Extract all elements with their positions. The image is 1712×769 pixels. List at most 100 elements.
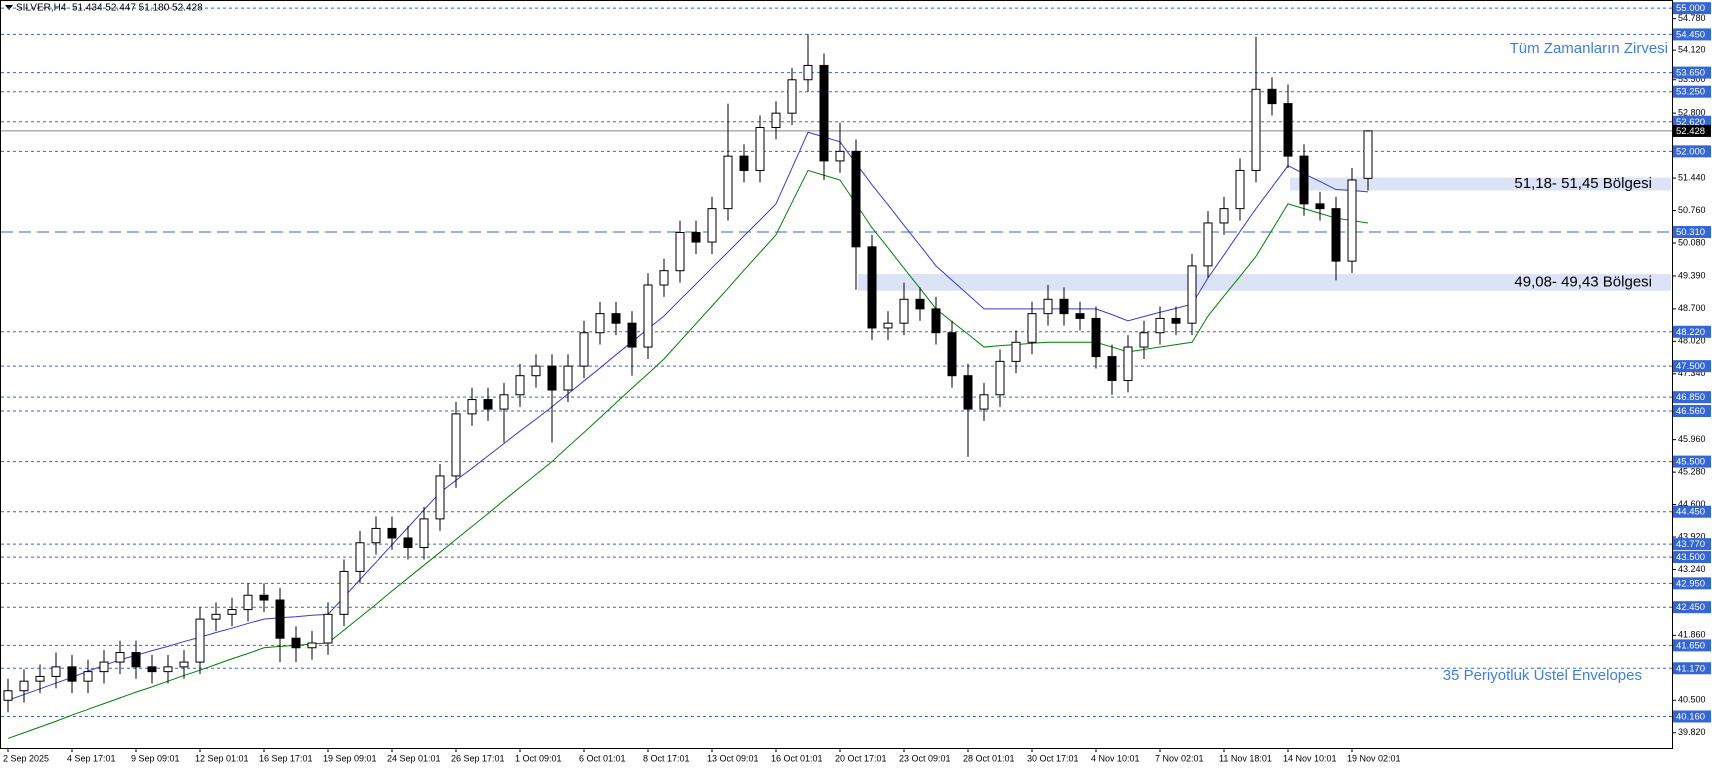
level-box — [1673, 662, 1711, 675]
y-tick-label: 39.820 — [1678, 727, 1706, 737]
candle-body — [1155, 317, 1165, 334]
candle-body — [259, 594, 269, 601]
candle-body — [1043, 298, 1053, 315]
candle-body — [835, 150, 845, 162]
x-tick-label: 4 Nov 10:01 — [1091, 753, 1140, 763]
level-box — [1673, 115, 1711, 128]
y-tick-label: 50.080 — [1678, 237, 1706, 247]
candle-body — [467, 399, 477, 415]
level-label: 52.620 — [1676, 117, 1705, 128]
level-label: 47.500 — [1676, 361, 1705, 372]
candle-body — [1203, 222, 1213, 267]
zone-label: 49,08- 49,43 Bölgesi — [1514, 273, 1652, 290]
level-box — [1673, 226, 1711, 239]
level-box — [1673, 405, 1711, 418]
candle-body — [307, 642, 317, 649]
plot-frame — [0, 0, 1673, 749]
candle-body — [1059, 298, 1069, 315]
zone-label: 51,18- 51,45 Bölgesi — [1514, 175, 1652, 192]
envelope-line — [7, 131, 1369, 701]
x-tick-label: 1 Oct 09:01 — [515, 753, 562, 763]
x-tick-label: 24 Sep 01:01 — [387, 753, 441, 763]
level-box — [1673, 455, 1711, 468]
y-tick-label: 40.500 — [1678, 695, 1706, 705]
menu-triangle — [5, 5, 13, 10]
candle-body — [1107, 356, 1117, 381]
candle-body — [1171, 317, 1181, 324]
level-box — [1673, 28, 1711, 41]
candle-body — [67, 666, 77, 682]
x-tick-label: 23 Oct 09:01 — [899, 753, 951, 763]
y-tick-label: 50.760 — [1678, 205, 1706, 215]
candle-body — [355, 542, 365, 572]
level-label: 41.650 — [1676, 640, 1705, 651]
candle-body — [451, 413, 461, 477]
candle-body — [3, 690, 13, 701]
x-tick-label: 13 Oct 09:01 — [707, 753, 759, 763]
x-tick-label: 16 Oct 01:01 — [771, 753, 823, 763]
y-tick-label: 49.390 — [1678, 270, 1706, 280]
candle-body — [371, 527, 381, 544]
candle-body — [643, 284, 653, 348]
level-label: 46.560 — [1676, 406, 1705, 417]
candle-body — [1299, 155, 1309, 205]
candle-body — [291, 637, 301, 649]
y-tick-label: 48.020 — [1678, 336, 1706, 346]
level-box — [1673, 325, 1711, 338]
candle-body — [851, 150, 861, 248]
candle-body — [499, 394, 509, 410]
y-tick-label: 52.800 — [1678, 108, 1706, 118]
candle-body — [1251, 88, 1261, 171]
candle-body — [163, 666, 173, 673]
x-tick-label: 6 Oct 01:01 — [579, 753, 626, 763]
level-box — [1673, 505, 1711, 518]
candle-body — [947, 332, 957, 377]
candle-body — [1139, 332, 1149, 348]
x-tick-label: 19 Nov 02:01 — [1347, 753, 1401, 763]
current-price-box — [1673, 124, 1711, 137]
candle-body — [547, 365, 557, 391]
candle-body — [1027, 313, 1037, 343]
annotation: 35 Periyotluk Üstel Envelopes — [1443, 666, 1642, 684]
y-tick-label: 54.120 — [1678, 45, 1706, 55]
envelope-line — [7, 169, 1369, 739]
candle-body — [243, 594, 253, 611]
x-tick-label: 16 Sep 17:01 — [259, 753, 313, 763]
x-tick-label: 11 Nov 18:01 — [1219, 753, 1272, 763]
candle-body — [563, 365, 573, 391]
y-tick-label: 44.600 — [1678, 499, 1706, 509]
level-label: 48.220 — [1676, 327, 1705, 338]
y-tick-label: 45.960 — [1678, 434, 1706, 444]
level-label: 42.950 — [1676, 578, 1705, 589]
candle-body — [611, 313, 621, 324]
candle-body — [707, 208, 717, 243]
candle-body — [883, 322, 893, 329]
y-tick-label: 48.700 — [1678, 303, 1706, 313]
candle-body — [51, 666, 61, 677]
candle-body — [1347, 179, 1357, 262]
candle-body — [867, 246, 877, 329]
level-box — [1673, 360, 1711, 373]
candle-body — [755, 126, 765, 171]
candle-body — [115, 652, 125, 663]
candle-body — [483, 399, 493, 410]
candle-body — [915, 298, 925, 310]
candle-body — [579, 332, 589, 367]
candle-body — [723, 155, 733, 210]
candle-body — [323, 613, 333, 644]
level-label: 52.000 — [1676, 146, 1705, 157]
candle-body — [1187, 265, 1197, 324]
candle-body — [1235, 169, 1245, 210]
candle-body — [819, 64, 829, 162]
y-tick-label: 43.240 — [1678, 564, 1706, 574]
x-tick-label: 8 Oct 17:01 — [643, 753, 690, 763]
y-tick-label: 51.440 — [1678, 172, 1706, 182]
candle-body — [963, 375, 973, 410]
candle-body — [275, 599, 285, 639]
candle-body — [1363, 130, 1373, 179]
level-label: 42.450 — [1676, 602, 1705, 613]
x-tick-label: 30 Oct 17:01 — [1027, 753, 1079, 763]
candle-body — [659, 270, 669, 286]
candle-body — [1331, 208, 1341, 262]
